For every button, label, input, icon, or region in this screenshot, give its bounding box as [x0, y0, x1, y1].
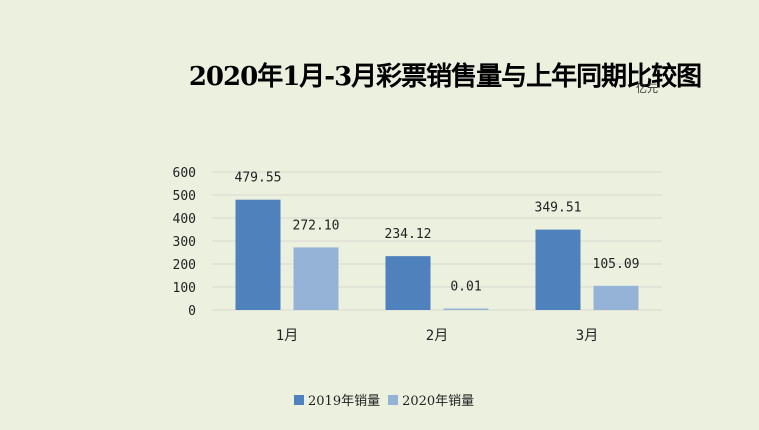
- legend-label-2020: 2020年销量: [402, 394, 475, 409]
- y-tick-label-4: 400: [173, 212, 196, 227]
- y-tick-label-3: 300: [173, 235, 196, 250]
- data-label-2020-1: 272.10: [293, 218, 340, 233]
- bar-2019-2: [385, 256, 431, 310]
- category-label-1: 1月: [276, 328, 298, 344]
- legend-swatch-2020: [388, 394, 399, 405]
- y-tick-label-2: 200: [173, 258, 196, 273]
- legend-item-2020: 2020年销量: [388, 390, 474, 409]
- bar-2020-2: [443, 308, 489, 310]
- legend-item-2019: 2019年销量: [294, 390, 380, 409]
- legend: 2019年销量 2020年销量: [294, 390, 482, 409]
- data-label-2020-2: 0.01: [450, 280, 481, 295]
- category-label-2: 2月: [426, 328, 448, 344]
- category-label-3: 3月: [576, 328, 598, 344]
- data-label-2019-3: 349.51: [535, 201, 582, 216]
- legend-swatch-2019: [294, 394, 304, 405]
- bar-2020-3: [593, 285, 639, 310]
- y-tick-label-5: 500: [173, 189, 196, 204]
- chart-title: 2020年1月-3月彩票销售量与上年同期比较图: [188, 62, 702, 92]
- y-tick-label-6: 600: [173, 166, 196, 181]
- title-wrap: 2020年1月-3月彩票销售量与上年同期比较图: [0, 0, 759, 120]
- data-label-2019-2: 234.12: [385, 227, 432, 242]
- unit-label: 亿元: [636, 82, 658, 95]
- data-label-2020-3: 105.09: [593, 257, 640, 272]
- data-label-2019-1: 479.55: [235, 171, 282, 186]
- y-tick-label-1: 100: [173, 281, 196, 296]
- bar-2019-3: [535, 229, 581, 310]
- bar-2019-1: [235, 199, 281, 310]
- y-tick-label-0: 0: [188, 304, 196, 319]
- legend-label-2019: 2019年销量: [308, 394, 381, 409]
- bar-2020-1: [293, 247, 339, 310]
